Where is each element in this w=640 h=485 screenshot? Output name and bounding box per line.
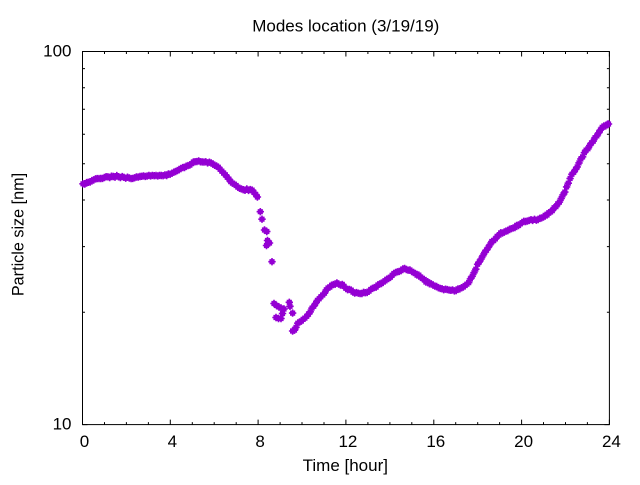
svg-text:Modes location (3/19/19): Modes location (3/19/19): [252, 16, 439, 35]
svg-text:12: 12: [338, 432, 357, 451]
svg-text:100: 100: [43, 42, 71, 61]
svg-text:8: 8: [255, 432, 264, 451]
svg-text:20: 20: [514, 432, 533, 451]
svg-text:16: 16: [426, 432, 445, 451]
svg-text:Time [hour]: Time [hour]: [303, 456, 388, 475]
svg-text:0: 0: [80, 432, 89, 451]
svg-text:10: 10: [53, 415, 72, 434]
svg-text:Particle size [nm]: Particle size [nm]: [10, 173, 28, 296]
svg-text:24: 24: [602, 432, 621, 451]
svg-text:4: 4: [168, 432, 177, 451]
